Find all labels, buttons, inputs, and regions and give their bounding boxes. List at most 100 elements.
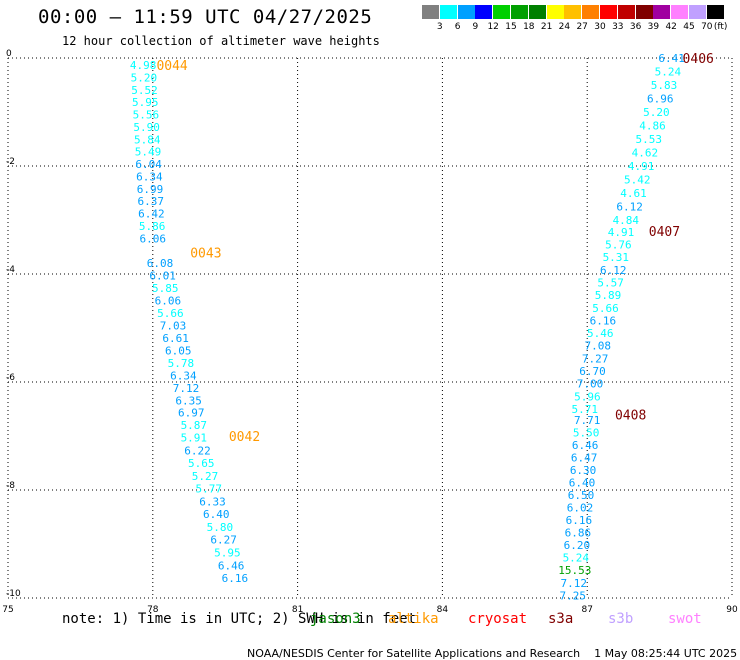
satellite-pass: 6.086.015.856.065.667.036.616.055.786.34… <box>147 246 222 432</box>
wave-height-value: 5.95 <box>214 546 241 559</box>
legend-swatch <box>511 5 528 19</box>
wave-height-value: 5.56 <box>133 109 160 122</box>
satellite-pass: 4.985.205.525.955.565.905.845.496.046.34… <box>130 59 188 245</box>
wave-height-value: 6.99 <box>137 183 164 196</box>
wave-height-value: 5.78 <box>168 357 195 370</box>
pass-label: 0408 <box>615 408 646 423</box>
wave-height-value: 5.24 <box>563 552 590 565</box>
legend-swatch <box>706 5 724 19</box>
legend-tick-label: 45 <box>683 22 695 32</box>
wave-height-value: 6.05 <box>165 344 192 357</box>
wave-height-value: 6.16 <box>222 572 249 585</box>
wave-height-value: 5.24 <box>655 66 682 79</box>
x-tick-label: 84 <box>437 605 449 615</box>
pass-label: 0043 <box>190 246 221 261</box>
wave-height-value: 6.06 <box>155 295 182 308</box>
legend-jason: jason3 <box>310 611 361 627</box>
page-title: 00:00 – 11:59 UTC 04/27/2025 <box>38 6 373 28</box>
wave-height-value: 6.41 <box>658 52 685 65</box>
wave-height-value: 5.50 <box>573 426 600 439</box>
wave-height-value: 6.02 <box>567 502 594 515</box>
wave-height-value: 5.91 <box>181 432 208 445</box>
wave-height-value: 6.12 <box>616 201 643 214</box>
wave-height-value: 5.66 <box>157 307 184 320</box>
map-grid <box>7 57 733 599</box>
legend-altika: altika <box>388 611 439 627</box>
wave-height-value: 5.80 <box>207 521 234 534</box>
wave-height-value: 6.34 <box>136 170 163 183</box>
wave-height-value: 4.62 <box>632 147 659 160</box>
wave-height-value: 6.22 <box>184 444 211 457</box>
wave-height-value: 5.66 <box>592 302 619 315</box>
legend-swatch <box>564 5 582 19</box>
x-tick-label: 75 <box>2 605 13 615</box>
legend-s3b: s3b <box>608 611 634 627</box>
legend-swatch <box>422 5 439 19</box>
wave-height-value: 6.27 <box>210 534 237 547</box>
legend-swatch <box>457 5 475 19</box>
wave-height-value: 4.61 <box>620 187 647 200</box>
satellite-tracks: 4.985.205.525.955.565.905.845.496.046.34… <box>130 52 714 602</box>
wave-height-value: 5.89 <box>595 289 622 302</box>
wave-height-value: 6.37 <box>137 195 164 208</box>
satellite-pass: 4.915.765.316.125.575.895.666.165.467.08… <box>572 225 681 416</box>
legend-swatch <box>635 5 653 19</box>
wave-height-value: 5.27 <box>192 470 219 483</box>
wave-height-value: 7.08 <box>584 340 611 353</box>
axis-labels: 75 78 81 84 87 90 0 -2 -4 -6 -8 -10 <box>2 49 738 615</box>
wave-height-value: 6.04 <box>135 158 162 171</box>
wave-height-value: 6.97 <box>178 407 205 420</box>
page-subtitle: 12 hour collection of altimeter wave hei… <box>62 34 380 48</box>
wave-height-value: 6.20 <box>564 539 591 552</box>
wave-height-value: 5.96 <box>574 390 601 403</box>
wave-height-value: 6.70 <box>579 365 606 378</box>
wave-height-value: 4.86 <box>639 120 666 133</box>
legend-swot: swot <box>668 611 702 627</box>
wave-height-value: 5.46 <box>587 327 614 340</box>
wave-height-value: 6.42 <box>138 208 165 221</box>
x-tick-label: 78 <box>147 605 159 615</box>
wave-height-value: 6.16 <box>566 514 593 527</box>
wave-height-value: 6.16 <box>590 314 617 327</box>
wave-height-value: 5.20 <box>131 71 158 84</box>
wave-height-value: 5.95 <box>132 96 159 109</box>
wave-height-value: 5.76 <box>605 239 632 252</box>
y-tick-label: -4 <box>6 265 15 275</box>
wave-height-value: 7.12 <box>561 577 588 590</box>
satellite-pass: 6.415.245.836.965.204.865.534.624.915.42… <box>613 52 714 227</box>
legend-tick-label: 39 <box>647 22 660 32</box>
legend-tick-label: 33 <box>612 22 624 32</box>
y-tick-label: -10 <box>6 589 21 599</box>
legend-swatch <box>600 5 617 19</box>
wave-height-value: 5.52 <box>131 84 158 97</box>
legend-tick-label: 27 <box>576 22 588 32</box>
wave-height-value: 6.50 <box>568 489 595 502</box>
legend-swatch <box>617 5 635 19</box>
wave-height-value: 4.91 <box>608 226 635 239</box>
wave-height-value: 5.31 <box>603 251 630 264</box>
legend-unit: (ft) <box>713 22 728 32</box>
footer-timestamp: 1 May 08:25:44 UTC 2025 <box>594 647 738 660</box>
x-tick-label: 90 <box>726 605 738 615</box>
wave-height-value: 6.30 <box>570 464 597 477</box>
pass-label: 0406 <box>683 52 714 67</box>
wave-height-value: 5.65 <box>188 457 215 470</box>
legend-swatch <box>546 5 564 19</box>
legend-swatch <box>582 5 600 19</box>
y-tick-label: -8 <box>6 481 15 491</box>
wave-height-value: 6.08 <box>147 257 174 270</box>
legend-tick-label: 36 <box>629 22 642 32</box>
legend-tick-label: 30 <box>594 22 606 32</box>
wave-height-value: 4.84 <box>613 214 640 227</box>
wave-height-value: 6.86 <box>565 527 592 540</box>
legend-tick-label: 15 <box>505 22 517 32</box>
pass-label: 0044 <box>156 59 187 74</box>
wave-height-value: 6.96 <box>647 93 674 106</box>
legend-tick-label: 24 <box>558 22 571 32</box>
wave-height-value: 5.42 <box>624 174 651 187</box>
legend-swatch <box>439 5 457 19</box>
wave-height-value: 5.57 <box>597 276 624 289</box>
wave-height-value: 7.03 <box>160 320 187 333</box>
wave-height-value: 4.91 <box>628 160 655 173</box>
